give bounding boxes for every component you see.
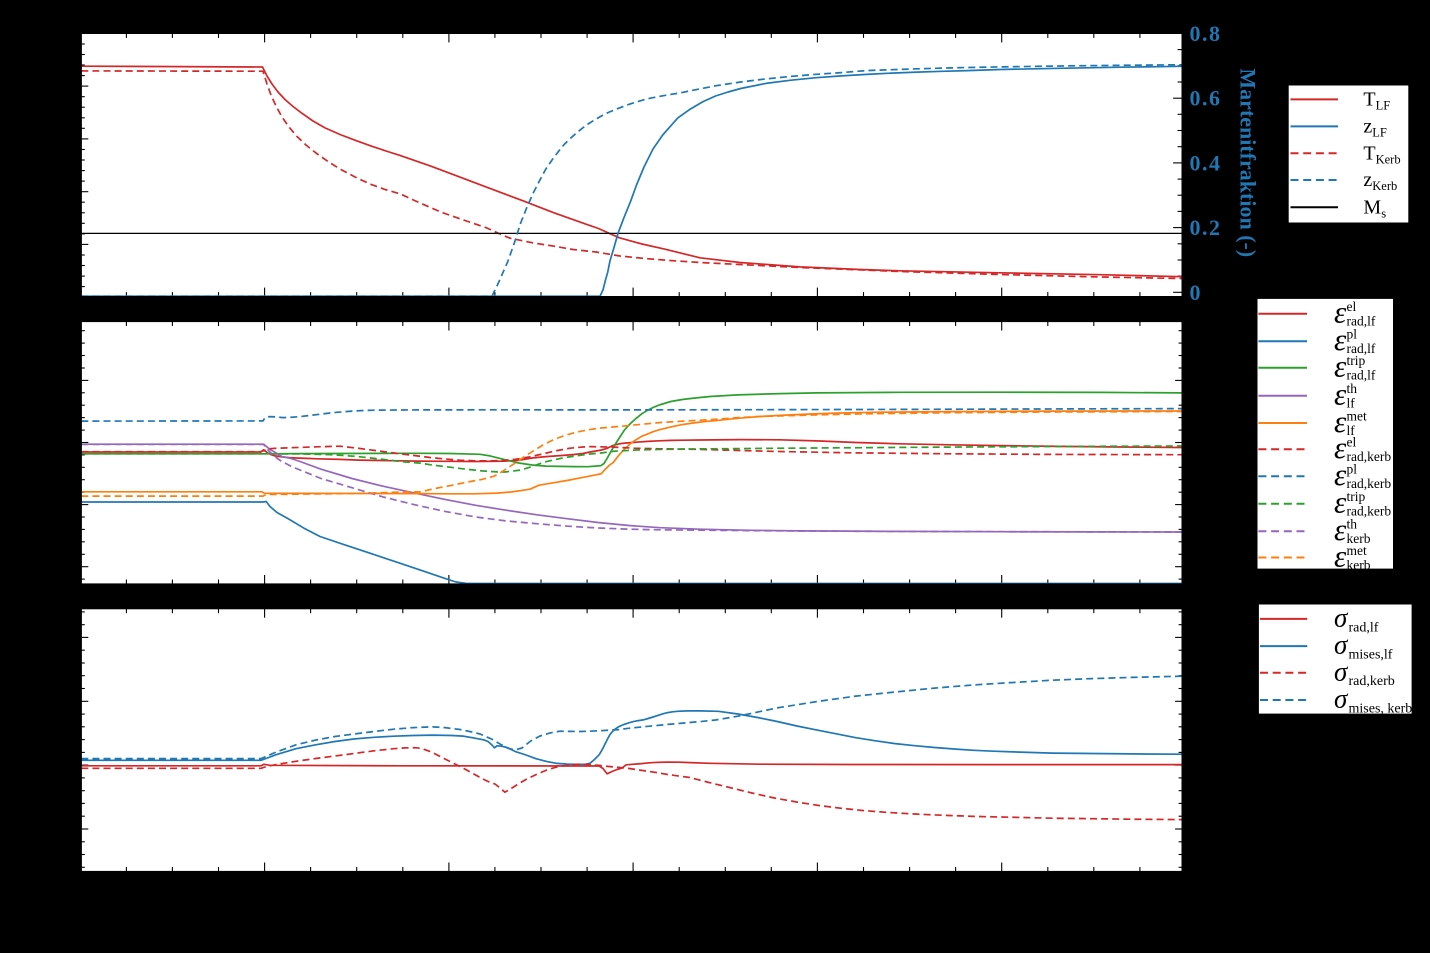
svg-text:ε: ε bbox=[1334, 430, 1347, 465]
svg-text:ε: ε bbox=[1334, 295, 1347, 330]
svg-text:lf: lf bbox=[1347, 396, 1356, 411]
svg-text:kerb: kerb bbox=[1347, 557, 1371, 572]
svg-text:rad,lf: rad,lf bbox=[1349, 620, 1379, 635]
svg-text:mises,lf: mises,lf bbox=[1349, 648, 1393, 663]
svg-text:ε: ε bbox=[1334, 485, 1347, 520]
svg-text:rad,lf: rad,lf bbox=[1347, 341, 1376, 356]
svg-text:met: met bbox=[1347, 543, 1367, 558]
svg-text:ε: ε bbox=[1334, 404, 1347, 439]
svg-text:ε: ε bbox=[1334, 349, 1347, 384]
svg-text:ε: ε bbox=[1334, 512, 1347, 547]
svg-text:pl: pl bbox=[1347, 462, 1358, 477]
svg-text:el: el bbox=[1347, 299, 1357, 314]
svg-text:σ: σ bbox=[1334, 603, 1349, 633]
svg-text:rad,lf: rad,lf bbox=[1347, 368, 1376, 383]
svg-text:σ: σ bbox=[1334, 684, 1349, 714]
svg-text:lf: lf bbox=[1347, 423, 1356, 438]
svg-text:rad,kerb: rad,kerb bbox=[1347, 504, 1392, 519]
svg-text:th: th bbox=[1347, 381, 1358, 396]
svg-text:ε: ε bbox=[1334, 322, 1347, 357]
svg-text:Martenitfraktion (-): Martenitfraktion (-) bbox=[1236, 68, 1261, 257]
svg-text:σ: σ bbox=[1334, 656, 1349, 686]
svg-text:th: th bbox=[1347, 517, 1358, 532]
svg-text:ε: ε bbox=[1334, 457, 1347, 492]
svg-text:ε: ε bbox=[1334, 538, 1347, 573]
svg-text:σ: σ bbox=[1334, 630, 1349, 660]
svg-text:kerb: kerb bbox=[1347, 531, 1371, 546]
svg-text:trip: trip bbox=[1347, 489, 1366, 504]
svg-text:0.8: 0.8 bbox=[1190, 21, 1222, 46]
svg-text:el: el bbox=[1347, 435, 1357, 450]
svg-text:trip: trip bbox=[1347, 353, 1366, 368]
svg-text:pl: pl bbox=[1347, 327, 1358, 342]
svg-text:rad,lf: rad,lf bbox=[1347, 314, 1376, 329]
svg-text:0.2: 0.2 bbox=[1190, 215, 1222, 240]
svg-text:rad,kerb: rad,kerb bbox=[1347, 476, 1392, 491]
svg-text:Ms: Ms bbox=[1363, 196, 1386, 220]
svg-text:ε: ε bbox=[1334, 377, 1347, 412]
svg-text:0.4: 0.4 bbox=[1190, 150, 1222, 175]
svg-text:rad,kerb: rad,kerb bbox=[1347, 449, 1392, 464]
svg-text:0.6: 0.6 bbox=[1190, 86, 1222, 111]
svg-text:met: met bbox=[1347, 408, 1367, 423]
svg-text:0: 0 bbox=[1190, 280, 1203, 305]
svg-text:mises, kerb: mises, kerb bbox=[1349, 701, 1413, 716]
svg-text:rad,kerb: rad,kerb bbox=[1349, 674, 1395, 689]
